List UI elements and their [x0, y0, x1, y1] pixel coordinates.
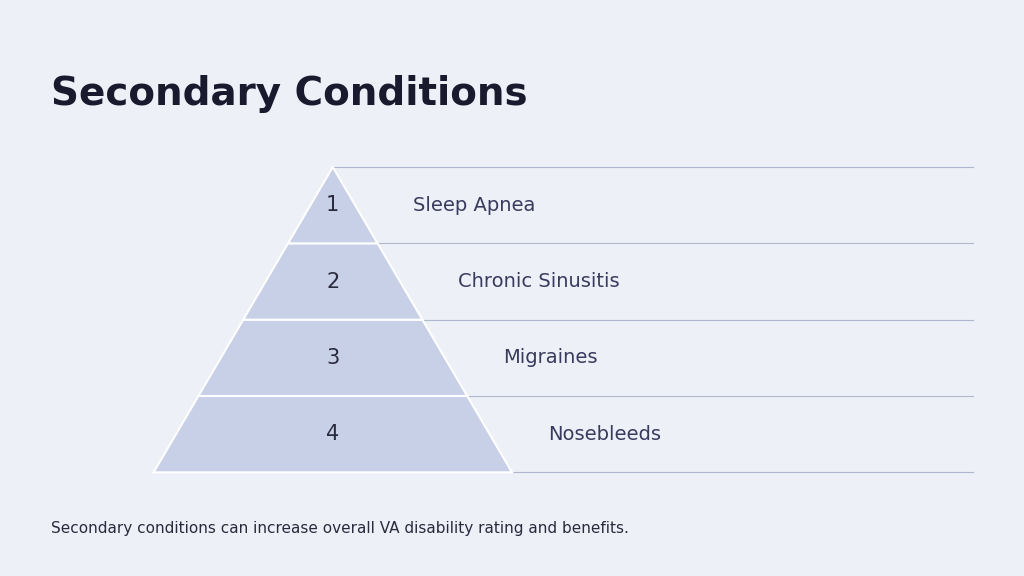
Polygon shape — [199, 320, 467, 396]
Text: Secondary conditions can increase overall VA disability rating and benefits.: Secondary conditions can increase overal… — [51, 521, 629, 536]
Text: 3: 3 — [327, 348, 339, 368]
Polygon shape — [288, 167, 378, 244]
Text: 4: 4 — [327, 424, 339, 444]
Text: Secondary Conditions: Secondary Conditions — [51, 75, 527, 113]
Polygon shape — [154, 396, 512, 472]
Text: Migraines: Migraines — [503, 348, 598, 367]
Polygon shape — [244, 243, 423, 320]
Text: 2: 2 — [327, 271, 339, 291]
Text: Chronic Sinusitis: Chronic Sinusitis — [459, 272, 620, 291]
Text: Sleep Apnea: Sleep Apnea — [414, 196, 536, 215]
Text: 1: 1 — [327, 195, 339, 215]
Text: Nosebleeds: Nosebleeds — [548, 425, 660, 444]
